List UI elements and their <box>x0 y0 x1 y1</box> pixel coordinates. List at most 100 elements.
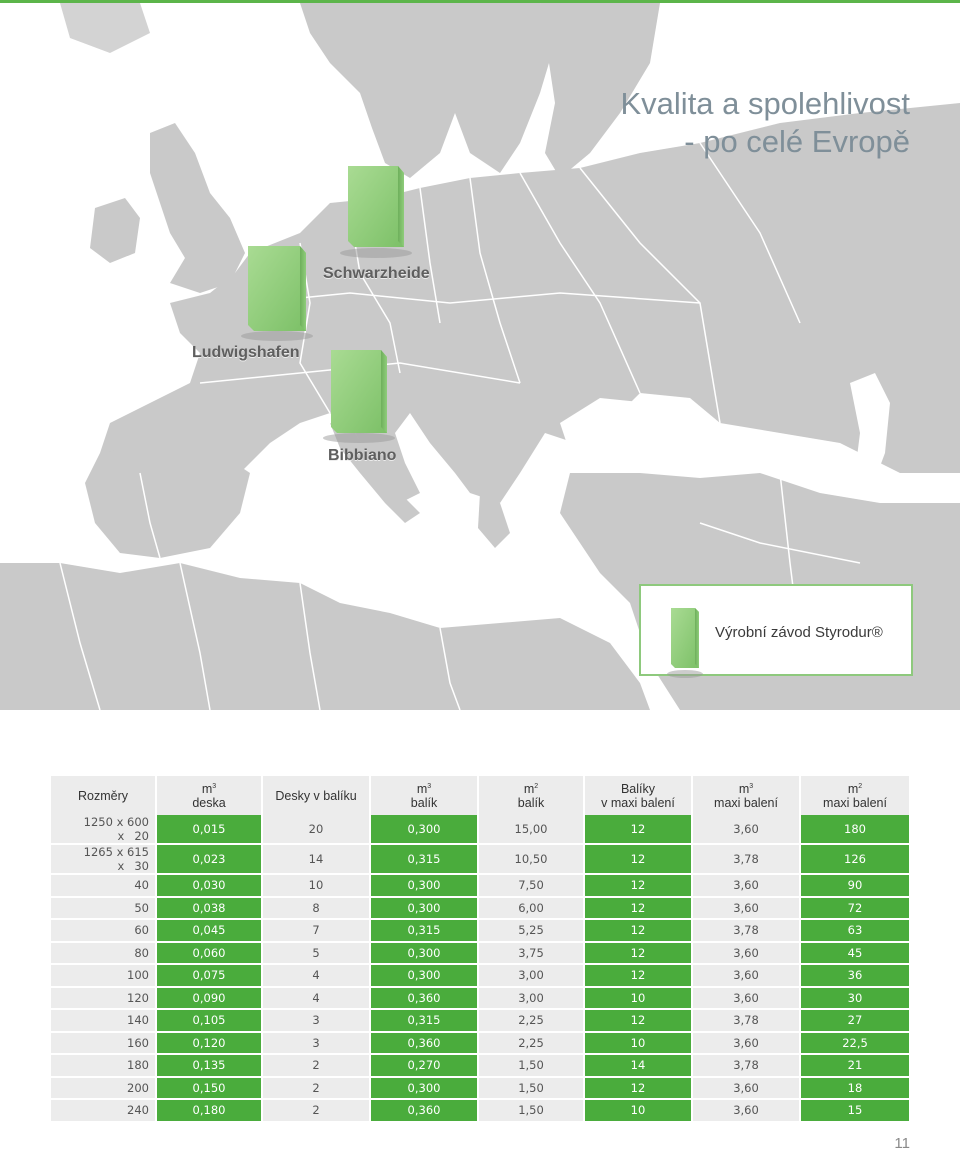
cell-dimension: 240 <box>51 1100 157 1123</box>
table-cell: 0,030 <box>157 875 263 898</box>
cell-dimension: 180 <box>51 1055 157 1078</box>
table-cell: 3,60 <box>693 942 801 965</box>
cell-dimension-prefix: 1250 x 600 x <box>83 815 149 843</box>
cell-thickness: 200 <box>127 1080 149 1095</box>
top-accent-line <box>0 0 960 3</box>
cell-dimension: 40 <box>51 875 157 898</box>
table-cell: 7 <box>263 920 371 943</box>
table-cell: 3,60 <box>693 965 801 988</box>
table-cell: 12 <box>585 815 693 845</box>
cell-thickness: 80 <box>134 945 149 960</box>
table-cell: 3,60 <box>693 897 801 920</box>
plant-label-bibbiano: Bibbiano <box>328 447 397 464</box>
table-cell: 2 <box>263 1100 371 1123</box>
table-cell: 3,60 <box>693 1100 801 1123</box>
table-cell: 10,50 <box>479 845 585 875</box>
table-row: 40 0,030 10 0,300 7,50 12 3,60 90 <box>51 875 909 898</box>
table-cell: 12 <box>585 1077 693 1100</box>
table-row: 80 0,060 5 0,300 3,75 12 3,60 45 <box>51 942 909 965</box>
table-cell: 8 <box>263 897 371 920</box>
table-cell: 14 <box>263 845 371 875</box>
title-line-2: - po celé Evropě <box>684 124 910 159</box>
table-cell: 3,60 <box>693 875 801 898</box>
table-cell: 21 <box>801 1055 909 1078</box>
table-cell: 0,360 <box>371 987 479 1010</box>
cell-dimension: 50 <box>51 897 157 920</box>
table-cell: 10 <box>585 987 693 1010</box>
table-cell: 3,75 <box>479 942 585 965</box>
legend-box-icon <box>667 608 703 678</box>
cell-dimension: 140 <box>51 1010 157 1033</box>
table-cell: 126 <box>801 845 909 875</box>
cell-thickness: 50 <box>134 900 149 915</box>
cell-thickness: 20 <box>134 829 149 843</box>
table-row: 1250 x 600 x 20 0,015 20 0,300 15,00 12 3,60 180 <box>51 815 909 845</box>
table-cell: 0,300 <box>371 897 479 920</box>
table-cell: 15 <box>801 1100 909 1123</box>
table-row: 1265 x 615 x 30 0,023 14 0,315 10,50 12 3,78 126 <box>51 845 909 875</box>
title-line-1: Kvalita a spolehlivost <box>620 86 911 121</box>
table-cell: 0,090 <box>157 987 263 1010</box>
table-cell: 10 <box>585 1100 693 1123</box>
table-cell: 1,50 <box>479 1055 585 1078</box>
table-cell: 3 <box>263 1010 371 1033</box>
table-cell: 30 <box>801 987 909 1010</box>
table-cell: 15,00 <box>479 815 585 845</box>
table-cell: 0,300 <box>371 875 479 898</box>
table-cell: 3,00 <box>479 965 585 988</box>
table-cell: 7,50 <box>479 875 585 898</box>
table-cell: 12 <box>585 897 693 920</box>
cell-dimension: 1265 x 615 x 30 <box>51 845 157 875</box>
plant-label-ludwigshafen: Ludwigshafen <box>192 344 300 361</box>
header-boards-per-pack: Desky v balíku <box>263 776 371 815</box>
table-cell: 45 <box>801 942 909 965</box>
table-cell: 3,60 <box>693 1077 801 1100</box>
cell-thickness: 100 <box>127 968 149 983</box>
table-cell: 18 <box>801 1077 909 1100</box>
table-cell: 0,300 <box>371 815 479 845</box>
table-cell: 3,78 <box>693 1055 801 1078</box>
table-cell: 0,120 <box>157 1032 263 1055</box>
table-cell: 72 <box>801 897 909 920</box>
table-cell: 0,270 <box>371 1055 479 1078</box>
header-m3-maxi: m3 maxi balení <box>693 776 801 815</box>
cell-dimension: 120 <box>51 987 157 1010</box>
table-cell: 2,25 <box>479 1010 585 1033</box>
table-cell: 0,300 <box>371 965 479 988</box>
table-cell: 0,315 <box>371 920 479 943</box>
table-cell: 0,360 <box>371 1032 479 1055</box>
table-row: 120 0,090 4 0,360 3,00 10 3,60 30 <box>51 987 909 1010</box>
table-cell: 3,60 <box>693 1032 801 1055</box>
cell-dimension-prefix: 1265 x 615 x <box>83 845 149 873</box>
plant-box-bibbiano <box>323 350 395 443</box>
plant-box-schwarzheide <box>340 166 412 258</box>
table-cell: 5 <box>263 942 371 965</box>
table-cell: 2 <box>263 1055 371 1078</box>
table-cell: 10 <box>585 1032 693 1055</box>
table-cell: 0,300 <box>371 1077 479 1100</box>
table-cell: 4 <box>263 965 371 988</box>
table-cell: 2 <box>263 1077 371 1100</box>
table-cell: 0,038 <box>157 897 263 920</box>
table-cell: 0,075 <box>157 965 263 988</box>
table-cell: 0,300 <box>371 942 479 965</box>
table-cell: 2,25 <box>479 1032 585 1055</box>
table-cell: 0,360 <box>371 1100 479 1123</box>
table-cell: 20 <box>263 815 371 845</box>
table-cell: 3,78 <box>693 845 801 875</box>
table-cell: 0,060 <box>157 942 263 965</box>
table-cell: 180 <box>801 815 909 845</box>
table-cell: 22,5 <box>801 1032 909 1055</box>
table-cell: 0,045 <box>157 920 263 943</box>
cell-thickness: 30 <box>134 859 149 873</box>
legend-label: Výrobní závod Styrodur® <box>715 624 883 641</box>
table-cell: 12 <box>585 875 693 898</box>
table-row: 60 0,045 7 0,315 5,25 12 3,78 63 <box>51 920 909 943</box>
table-cell: 4 <box>263 987 371 1010</box>
table-row: 50 0,038 8 0,300 6,00 12 3,60 72 <box>51 897 909 920</box>
cell-thickness: 60 <box>134 923 149 938</box>
header-m3-pack: m3 balík <box>371 776 479 815</box>
header-m2-maxi: m2 maxi balení <box>801 776 909 815</box>
table-cell: 14 <box>585 1055 693 1078</box>
cell-thickness: 180 <box>127 1058 149 1073</box>
